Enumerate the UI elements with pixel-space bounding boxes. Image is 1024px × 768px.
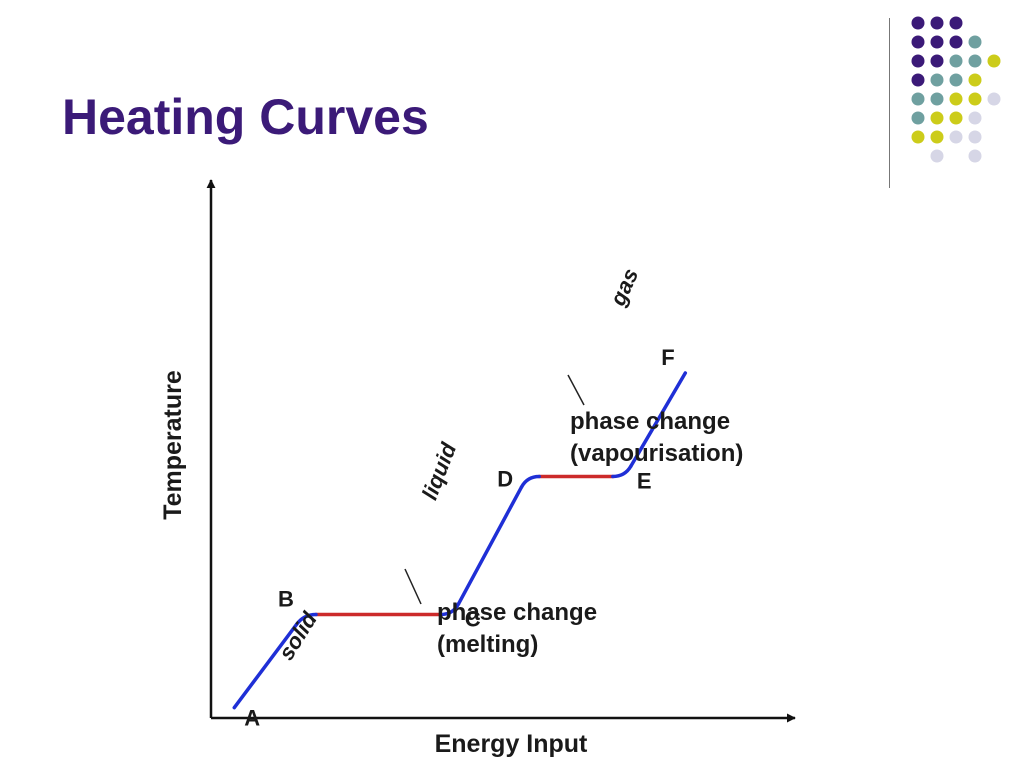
decorative-dot xyxy=(949,35,963,49)
point-label-E: E xyxy=(637,469,652,494)
decorative-dot xyxy=(968,130,982,144)
vapourisation-annotation-line1: phase change xyxy=(570,408,730,435)
decorative-dot xyxy=(968,149,982,163)
decorative-dot xyxy=(911,92,925,106)
decorative-dot xyxy=(987,54,1001,68)
melting-annotation-line2: (melting) xyxy=(437,631,538,658)
decorative-divider xyxy=(889,18,890,188)
melting-leader-line xyxy=(404,568,422,605)
vapourisation-leader-line xyxy=(567,374,585,406)
decorative-dot xyxy=(911,130,925,144)
decorative-dot xyxy=(949,16,963,30)
point-label-A: A xyxy=(244,706,260,731)
decorative-dot xyxy=(968,111,982,125)
decorative-dot xyxy=(911,73,925,87)
decorative-dot xyxy=(930,54,944,68)
curve-segment-EF xyxy=(629,371,688,468)
liquid-state-label: liquid xyxy=(417,439,462,503)
decorative-dot xyxy=(911,54,925,68)
decorative-dot xyxy=(911,16,925,30)
decorative-dot xyxy=(930,35,944,49)
melting-annotation-line1: phase change xyxy=(437,599,597,626)
curve-join-B xyxy=(295,612,318,626)
x-axis-label: Energy Input xyxy=(435,730,588,758)
gas-state-label: gas xyxy=(605,265,644,311)
point-label-C: C xyxy=(465,607,481,632)
decorative-dot xyxy=(930,149,944,163)
decorative-dot xyxy=(930,16,944,30)
point-label-F: F xyxy=(661,345,674,370)
decorative-dot xyxy=(968,92,982,106)
point-label-B: B xyxy=(278,587,294,612)
decorative-dot xyxy=(911,111,925,125)
curve-join-C xyxy=(439,602,461,617)
curve-segment-CD xyxy=(456,485,524,606)
curve-join-E xyxy=(611,464,633,479)
point-label-D: D xyxy=(497,467,513,492)
decorative-dot xyxy=(968,73,982,87)
decorative-dot xyxy=(949,92,963,106)
vapourisation-annotation-line2: (vapourisation) xyxy=(570,440,743,467)
decorative-dot xyxy=(930,92,944,106)
decorative-dot xyxy=(968,35,982,49)
decorative-dot xyxy=(987,92,1001,106)
decorative-dot xyxy=(949,111,963,125)
decorative-dot xyxy=(949,54,963,68)
y-axis-label: Temperature xyxy=(159,370,187,520)
decorative-dot xyxy=(949,73,963,87)
curve-segment-AB xyxy=(232,622,299,710)
decorative-dot xyxy=(930,111,944,125)
decorative-dot xyxy=(930,73,944,87)
decorative-dot xyxy=(911,35,925,49)
decorative-dot xyxy=(949,130,963,144)
decorative-dot xyxy=(968,54,982,68)
decorative-dot-grid xyxy=(911,16,1001,163)
slide-title: Heating Curves xyxy=(62,89,429,145)
decorative-dot xyxy=(930,130,944,144)
curve-join-D xyxy=(519,474,541,489)
